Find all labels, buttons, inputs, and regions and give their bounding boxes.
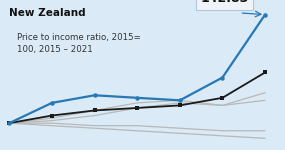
Text: Price to income ratio, 2015=
100, 2015 – 2021: Price to income ratio, 2015= 100, 2015 –… [17, 33, 141, 54]
Text: 142.83: 142.83 [200, 0, 249, 5]
Text: 2021: 2021 [212, 0, 237, 5]
Text: New Zealand: New Zealand [9, 8, 85, 18]
